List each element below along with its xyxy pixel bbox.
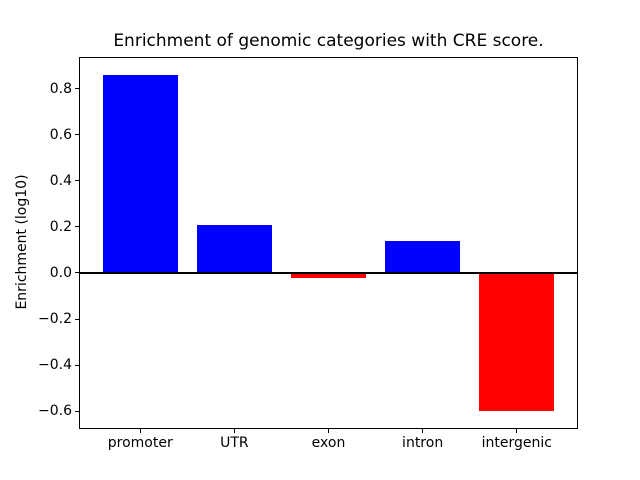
bar-UTR — [196, 224, 273, 273]
y-tick-label: 0.6 — [49, 126, 72, 143]
y-tick-label: 0.4 — [49, 172, 72, 189]
x-tick-mark — [422, 429, 424, 433]
bar-intergenic — [479, 272, 555, 412]
y-tick-label: −0.2 — [38, 311, 72, 328]
x-tick-label-promoter: promoter — [107, 435, 173, 451]
bar-intron — [384, 240, 461, 273]
x-tick-mark — [233, 429, 235, 433]
y-tick-label: 0.8 — [49, 80, 72, 97]
plot-area — [79, 57, 578, 429]
x-tick-mark — [516, 429, 518, 433]
x-tick-mark — [139, 429, 141, 433]
x-tick-label-intron: intron — [402, 435, 444, 451]
x-tick-mark — [328, 429, 329, 433]
y-tick-mark — [75, 272, 79, 274]
y-tick-label: −0.4 — [38, 357, 72, 374]
chart-title: Enrichment of genomic categories with CR… — [113, 31, 544, 51]
x-tick-label-exon: exon — [311, 435, 346, 451]
y-tick-mark — [75, 180, 79, 182]
bar-promoter — [102, 74, 178, 273]
x-tick-label-UTR: UTR — [220, 435, 249, 451]
zero-baseline — [80, 271, 577, 274]
bar-exon — [290, 272, 367, 278]
y-axis-label: Enrichment (log10) — [14, 174, 30, 310]
y-tick-mark — [75, 318, 79, 320]
y-tick-mark — [75, 410, 79, 412]
x-tick-label-intergenic: intergenic — [481, 435, 552, 451]
y-tick-label: −0.6 — [38, 403, 72, 420]
y-tick-label: 0.0 — [49, 264, 72, 281]
y-tick-mark — [75, 88, 79, 90]
y-tick-label: 0.2 — [49, 218, 72, 235]
y-tick-mark — [75, 226, 79, 228]
y-tick-mark — [75, 364, 79, 366]
y-tick-mark — [75, 134, 79, 136]
